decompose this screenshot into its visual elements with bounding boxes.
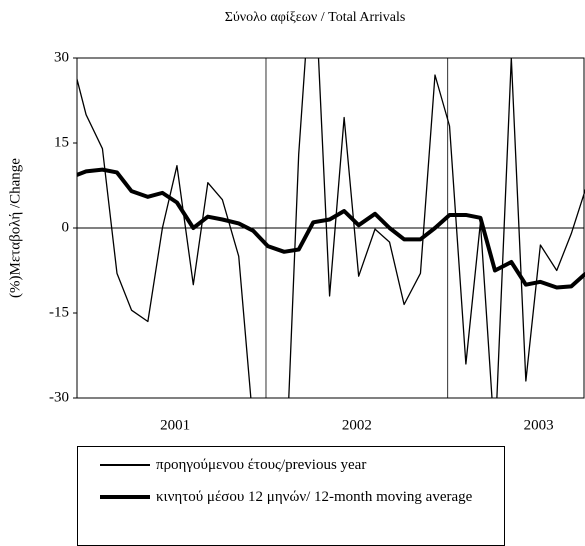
legend-entry: προηγούμενου έτους/previous year [100, 455, 490, 476]
y-tick-label: -15 [49, 304, 69, 320]
y-axis-label: (%)Μεταβολή /Change [7, 158, 23, 298]
x-tick-label: 2003 [524, 417, 554, 433]
legend-swatch [100, 464, 150, 466]
series-line [77, 167, 585, 290]
legend-entry: κινητού μέσου 12 μηνών/ 12-month moving … [100, 487, 490, 508]
legend-swatch [100, 495, 150, 499]
legend-label: προηγούμενου έτους/previous year [156, 457, 367, 473]
y-tick-label: 30 [54, 49, 69, 65]
x-tick-label: 2001 [160, 417, 190, 433]
legend: προηγούμενου έτους/previous year κινητού … [77, 446, 505, 546]
plot-area [77, 58, 585, 398]
series-line [77, 58, 585, 398]
y-tick-label: -30 [49, 389, 69, 405]
legend-label: κινητού μέσου 12 μηνών/ 12-month moving … [156, 489, 473, 505]
y-tick-label: 15 [54, 134, 69, 150]
x-tick-label: 2002 [342, 417, 372, 433]
chart-title: Σύνολο αφίξεων / Total Arrivals [225, 10, 406, 25]
y-tick-label: 0 [62, 219, 70, 235]
